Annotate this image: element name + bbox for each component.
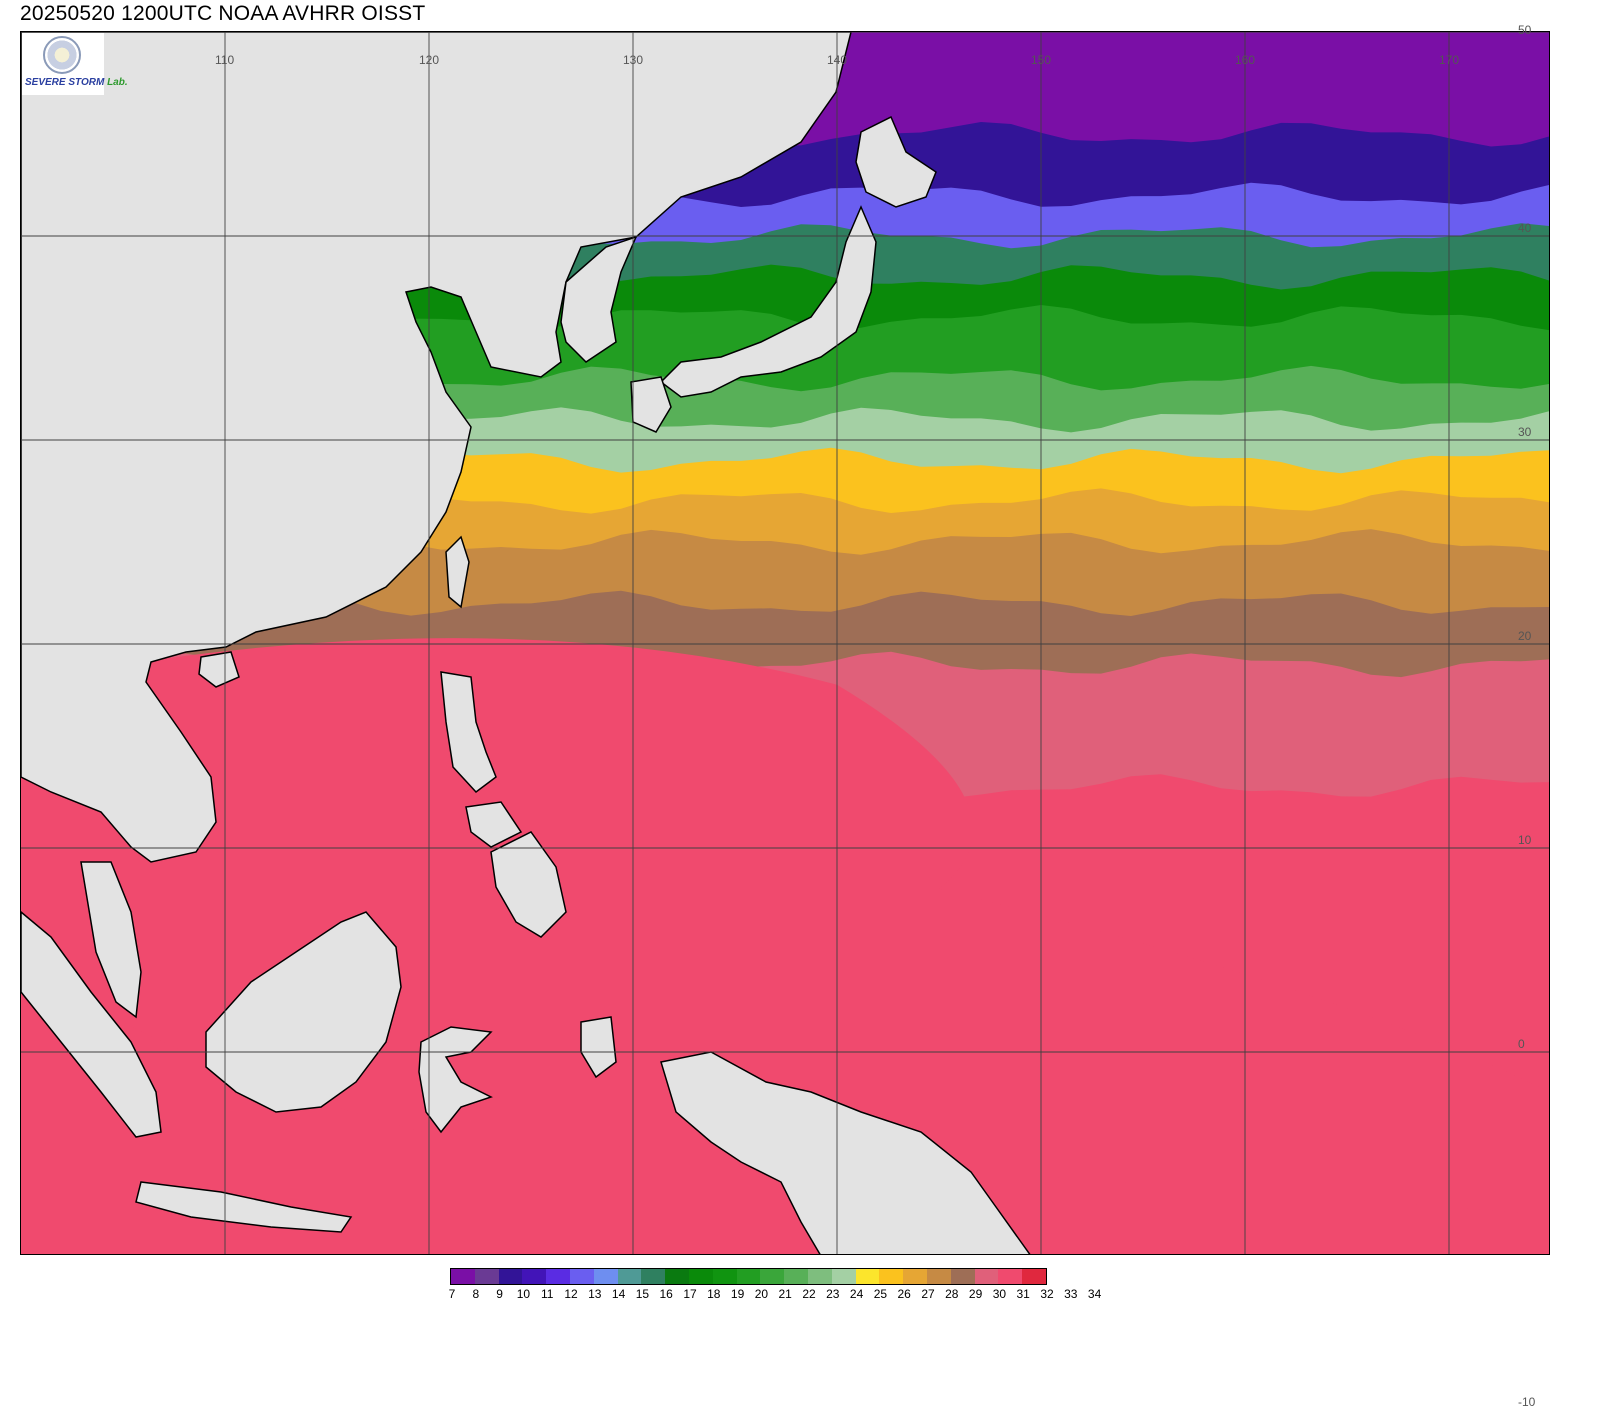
luzon xyxy=(440,671,497,794)
colorbar-cell-2 xyxy=(498,1269,523,1284)
logo-lab: Lab. xyxy=(107,77,128,88)
new-guinea xyxy=(660,1051,1031,1254)
borneo xyxy=(205,911,402,1113)
colorbar-label-30: 30 xyxy=(992,1287,1007,1301)
japan-honshu xyxy=(659,205,877,398)
colorbar-labels: 7 8 9 10 11 12 13 14 15 16 17 18 19 20 21 22 23 24 25 26 27 2… xyxy=(440,1287,1140,1305)
japan-hokkaido xyxy=(855,115,937,208)
colorbar-label-19: 19 xyxy=(730,1287,745,1301)
java xyxy=(135,1181,353,1233)
institution-seal-icon xyxy=(43,36,81,74)
colorbar-label-21: 21 xyxy=(778,1287,792,1301)
colorbar-label-18: 18 xyxy=(707,1287,721,1301)
colorbar-cell-8 xyxy=(641,1269,666,1284)
lon-label-140: 140 xyxy=(827,53,848,67)
colorbar-label-23: 23 xyxy=(826,1287,840,1301)
colorbar-cell-15 xyxy=(807,1269,832,1284)
colorbar-label-13: 13 xyxy=(588,1287,602,1301)
colorbar-label-26: 26 xyxy=(897,1287,911,1301)
lat-label-50: 50 xyxy=(1518,23,1532,37)
colorbar-cell-17 xyxy=(855,1269,880,1284)
colorbar-cell-6 xyxy=(593,1269,618,1284)
sst-map-canvas xyxy=(21,32,1549,1254)
korea-peninsula xyxy=(560,235,638,363)
colorbar-label-10: 10 xyxy=(516,1287,531,1301)
colorbar-label-17: 17 xyxy=(683,1287,697,1301)
lat-label-20: 20 xyxy=(1518,629,1532,643)
colorbar-label-11: 11 xyxy=(540,1287,554,1301)
colorbar-label-9: 9 xyxy=(496,1287,503,1301)
colorbar-label-25: 25 xyxy=(873,1287,888,1301)
colorbar-cell-3 xyxy=(522,1269,547,1284)
land-masses xyxy=(21,32,1031,1254)
colorbar-label-27: 27 xyxy=(921,1287,935,1301)
severe-storm-lab-logo: SEVERE STORM Lab. xyxy=(22,33,128,95)
colorbar-cell-11 xyxy=(712,1269,737,1284)
lat-label-10: 10 xyxy=(1518,833,1532,847)
colorbar-label-31: 31 xyxy=(1016,1287,1030,1301)
colorbar-label-14: 14 xyxy=(611,1287,626,1301)
lat-label-40: 40 xyxy=(1518,221,1532,235)
lon-label-160: 160 xyxy=(1235,53,1256,67)
colorbar-cell-22 xyxy=(974,1269,999,1284)
colorbar-cell-10 xyxy=(688,1269,713,1284)
colorbar-label-29: 29 xyxy=(968,1287,983,1301)
colorbar-cell-13 xyxy=(760,1269,785,1284)
colorbar-cell-21 xyxy=(950,1269,975,1284)
colorbar-cell-23 xyxy=(998,1269,1023,1284)
lon-label-150: 150 xyxy=(1031,53,1052,67)
lat-label-0: 0 xyxy=(1518,1037,1525,1051)
malay-peninsula xyxy=(80,861,142,1019)
colorbar-cell-19 xyxy=(903,1269,927,1284)
mindanao xyxy=(490,831,567,938)
lat-label--10: -10 xyxy=(1518,1395,1536,1409)
sulawesi xyxy=(418,1026,493,1134)
halmahera xyxy=(580,1016,617,1079)
sst-map[interactable] xyxy=(20,31,1550,1255)
logo-storm: STORM xyxy=(68,77,105,88)
colorbar-label-33: 33 xyxy=(1064,1287,1078,1301)
map-title: 20250520 1200UTC NOAA AVHRR OISST xyxy=(20,2,426,25)
colorbar-cell-24 xyxy=(1022,1269,1046,1284)
colorbar-cell-14 xyxy=(784,1269,808,1284)
colorbar-cell-7 xyxy=(617,1269,642,1284)
colorbar-cell-0 xyxy=(451,1269,475,1284)
lat-label-30: 30 xyxy=(1518,425,1532,439)
colorbar-label-16: 16 xyxy=(659,1287,673,1301)
lon-label-120: 120 xyxy=(419,53,440,67)
graticule xyxy=(21,32,1549,1254)
colorbar-label-8: 8 xyxy=(472,1287,480,1301)
colorbar-cell-9 xyxy=(665,1269,689,1284)
logo-severe: SEVERE xyxy=(25,77,66,88)
lon-label-170: 170 xyxy=(1439,53,1460,67)
colorbar-cell-18 xyxy=(879,1269,904,1284)
colorbar-cell-1 xyxy=(474,1269,499,1284)
asia-mainland xyxy=(21,32,852,863)
sst-colorbar xyxy=(450,1268,1047,1285)
sumatra xyxy=(21,911,162,1138)
hainan xyxy=(198,651,240,688)
visayas xyxy=(465,801,523,848)
lon-label-110: 110 xyxy=(215,53,235,67)
taiwan xyxy=(445,535,470,609)
lon-label-130: 130 xyxy=(623,53,644,67)
colorbar-label-12: 12 xyxy=(564,1287,578,1301)
colorbar-label-28: 28 xyxy=(945,1287,959,1301)
colorbar-cell-5 xyxy=(569,1269,594,1284)
colorbar-label-15: 15 xyxy=(635,1287,650,1301)
colorbar-label-7: 7 xyxy=(448,1287,456,1301)
colorbar-cell-12 xyxy=(736,1269,761,1284)
colorbar-cell-20 xyxy=(926,1269,951,1284)
colorbar-label-22: 22 xyxy=(802,1287,816,1301)
colorbar-label-20: 20 xyxy=(754,1287,769,1301)
colorbar-label-32: 32 xyxy=(1040,1287,1054,1301)
colorbar-label-24: 24 xyxy=(849,1287,864,1301)
colorbar-cell-4 xyxy=(546,1269,570,1284)
sst-warm-pool xyxy=(21,638,1549,1216)
colorbar-cell-16 xyxy=(831,1269,856,1284)
colorbar-label-34: 34 xyxy=(1087,1287,1102,1301)
